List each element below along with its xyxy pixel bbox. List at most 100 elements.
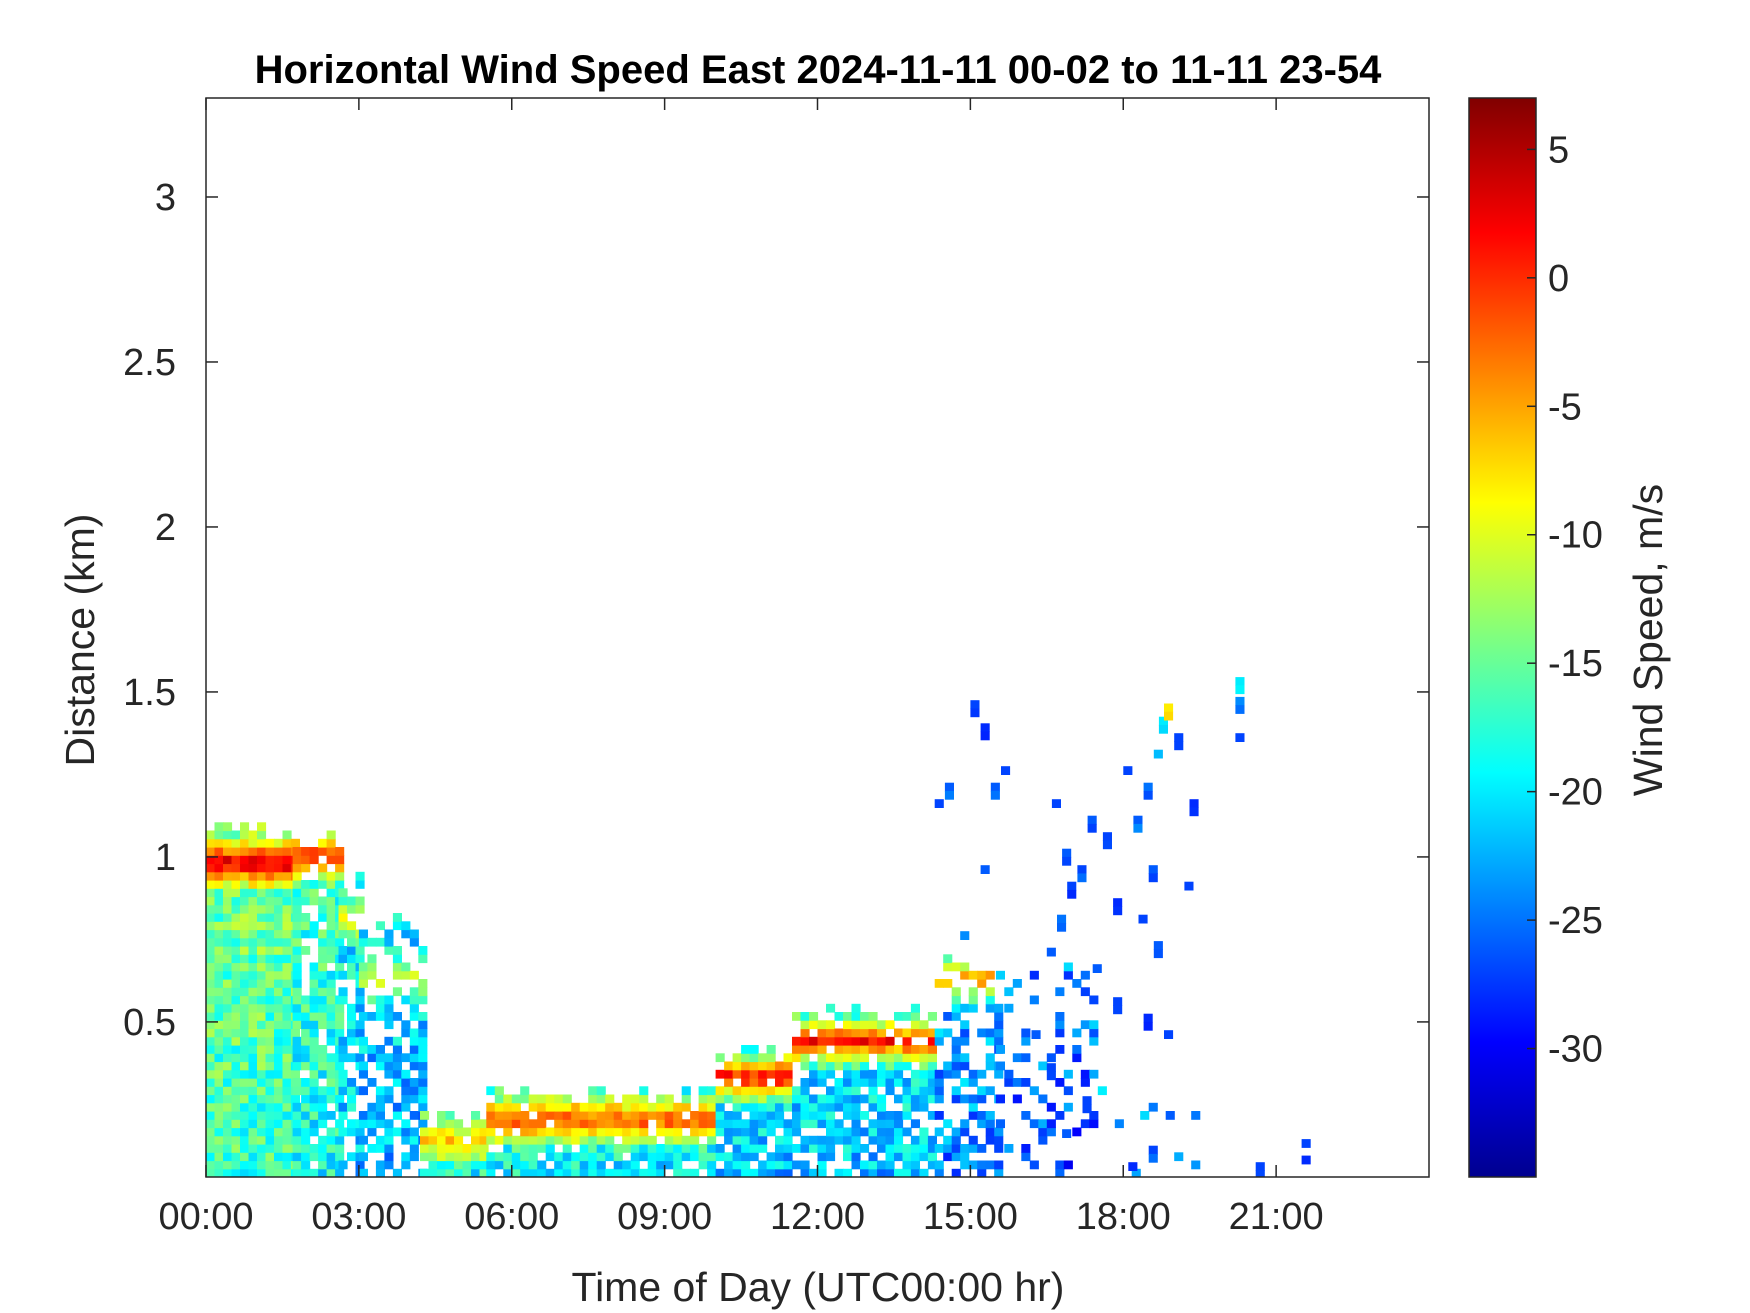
heatmap-cell: [326, 1012, 336, 1021]
heatmap-cell: [605, 1111, 615, 1120]
heatmap-cell: [206, 904, 216, 914]
heatmap-cell: [990, 790, 1000, 800]
heatmap-cell: [240, 970, 250, 980]
heatmap-cell: [1063, 1160, 1073, 1170]
heatmap-cell: [347, 896, 357, 906]
heatmap-cell: [223, 1094, 233, 1104]
heatmap-cell: [894, 1012, 904, 1021]
heatmap-cell: [1164, 703, 1174, 713]
heatmap-cell: [486, 1168, 496, 1177]
heatmap-cell: [843, 1152, 853, 1162]
heatmap-cell: [418, 946, 428, 955]
heatmap-cell: [1077, 865, 1087, 874]
heatmap-cell: [338, 913, 348, 922]
y-axis: 0.511.522.53: [123, 177, 1429, 1044]
heatmap-cell: [274, 913, 284, 922]
heatmap-cell: [214, 1012, 224, 1021]
heatmap-cell: [919, 1086, 929, 1096]
heatmap-cell: [282, 904, 292, 914]
heatmap-cell: [418, 1086, 428, 1096]
heatmap-cell: [579, 1152, 589, 1162]
heatmap-cell: [503, 1168, 513, 1177]
heatmap-cell: [528, 1102, 538, 1112]
heatmap-cell: [309, 1069, 319, 1079]
heatmap-cell: [214, 1020, 224, 1030]
heatmap-cell: [494, 1119, 504, 1129]
heatmap-cell: [724, 1086, 734, 1096]
heatmap-cell: [384, 1119, 394, 1129]
heatmap-cell: [274, 962, 284, 972]
heatmap-cell: [292, 1086, 302, 1096]
heatmap-cell: [479, 1152, 489, 1162]
heatmap-cell: [392, 1127, 402, 1137]
heatmap-cell: [775, 1069, 785, 1079]
heatmap-cell: [347, 1012, 357, 1021]
heatmap-cell: [511, 1094, 521, 1104]
heatmap-cell: [554, 1111, 564, 1120]
heatmap-cell: [248, 946, 258, 955]
heatmap-cell: [902, 1045, 912, 1054]
heatmap-cell: [1004, 1078, 1014, 1087]
heatmap-cell: [401, 1078, 411, 1087]
heatmap-cell: [783, 1144, 793, 1153]
heatmap-cell: [223, 1119, 233, 1129]
heatmap-cell: [318, 1086, 328, 1096]
heatmap-cell: [800, 1086, 810, 1096]
heatmap-cell: [809, 1135, 819, 1145]
heatmap-cell: [367, 1053, 377, 1063]
heatmap-cell: [248, 987, 258, 997]
heatmap-cell: [1174, 741, 1184, 751]
heatmap-cell: [792, 1144, 802, 1153]
heatmap-cell: [1148, 1145, 1158, 1155]
heatmap-cell: [338, 1053, 348, 1063]
heatmap-cell: [707, 1160, 717, 1170]
heatmap-cell: [860, 1094, 870, 1104]
heatmap-cell: [257, 880, 267, 889]
heatmap-cell: [596, 1160, 606, 1170]
heatmap-cell: [292, 1135, 302, 1145]
heatmap-cell: [503, 1102, 513, 1112]
heatmap-cell: [868, 1152, 878, 1162]
heatmap-cell: [231, 1028, 241, 1038]
heatmap-cell: [274, 1152, 284, 1162]
heatmap-cell: [647, 1144, 657, 1153]
heatmap-cell: [214, 1045, 224, 1054]
heatmap-cell: [690, 1135, 700, 1145]
heatmap-cell: [240, 962, 250, 972]
heatmap-cell: [571, 1127, 581, 1137]
heatmap-cell: [206, 929, 216, 939]
heatmap-cell: [817, 1152, 827, 1162]
heatmap-cell: [265, 921, 275, 931]
heatmap-cell: [231, 1119, 241, 1129]
heatmap-cell: [240, 1135, 250, 1145]
heatmap-cell: [301, 921, 311, 931]
heatmap-cell: [206, 1078, 216, 1087]
heatmap-cell: [885, 1135, 895, 1145]
heatmap-cell: [681, 1086, 691, 1096]
heatmap-cell: [326, 847, 336, 856]
heatmap-cell: [809, 1102, 819, 1112]
heatmap-cell: [420, 1152, 430, 1162]
heatmap-cell: [943, 979, 953, 988]
heatmap-cell: [214, 896, 224, 906]
heatmap-cell: [282, 1144, 292, 1153]
heatmap-cell: [766, 1102, 776, 1112]
heatmap-cell: [274, 1053, 284, 1063]
heatmap-cell: [707, 1144, 717, 1153]
heatmap-cell: [622, 1135, 632, 1145]
heatmap-cell: [282, 1053, 292, 1063]
heatmap-cell: [214, 888, 224, 898]
heatmap-cell: [1021, 1028, 1031, 1038]
heatmap-cell: [528, 1135, 538, 1145]
heatmap-cell: [206, 838, 216, 848]
heatmap-cell: [647, 1135, 657, 1145]
heatmap-cell: [877, 1045, 887, 1054]
heatmap-cell: [596, 1102, 606, 1112]
heatmap-cell: [885, 1152, 895, 1162]
heatmap-cell: [326, 1135, 336, 1145]
heatmap-cell: [309, 962, 319, 972]
heatmap-cell: [707, 1111, 717, 1120]
heatmap-cell: [454, 1144, 464, 1153]
heatmap-cell: [248, 1144, 258, 1153]
heatmap-cell: [520, 1168, 530, 1177]
